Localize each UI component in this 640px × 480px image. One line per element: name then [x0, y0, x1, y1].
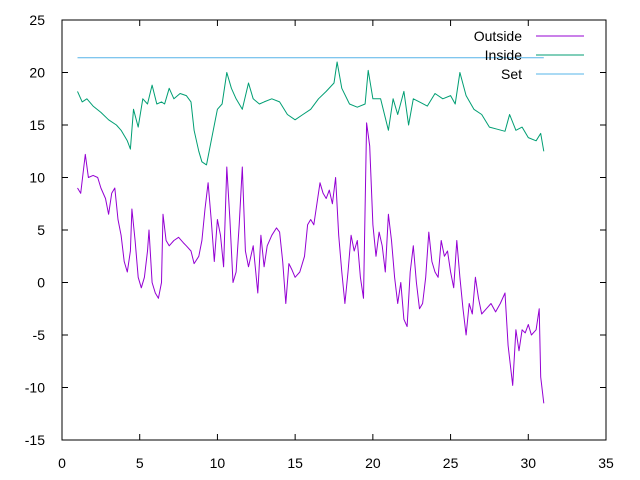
y-tick-label: -5 — [33, 327, 46, 343]
x-tick-label: 25 — [443, 455, 459, 471]
y-tick-label: 10 — [29, 170, 45, 186]
x-tick-label: 35 — [598, 455, 614, 471]
plot-frame — [61, 19, 607, 441]
y-tick-label: -15 — [25, 432, 45, 448]
series-layer — [77, 57, 545, 404]
x-tick-label: 0 — [58, 455, 66, 471]
series-line-outside — [77, 122, 545, 404]
x-tick-label: 10 — [210, 455, 226, 471]
x-tick-label: 15 — [287, 455, 303, 471]
y-axis-ticks: -15 -10 -5 0 5 10 15 20 25 — [25, 12, 606, 448]
x-tick-label: 5 — [136, 455, 144, 471]
y-tick-label: 5 — [37, 222, 45, 238]
y-tick-label: 15 — [29, 117, 45, 133]
y-tick-label: 25 — [29, 12, 45, 28]
y-tick-label: 0 — [37, 275, 45, 291]
legend-label-inside: Inside — [485, 47, 523, 63]
legend-label-outside: Outside — [474, 28, 522, 44]
x-axis-ticks: 0 5 10 15 20 25 30 35 — [58, 20, 614, 471]
series-line-inside — [77, 61, 545, 166]
x-tick-label: 30 — [520, 455, 536, 471]
legend: Outside Inside Set — [474, 28, 584, 82]
y-tick-label: -10 — [25, 380, 45, 396]
legend-label-set: Set — [501, 66, 522, 82]
y-tick-label: 20 — [29, 65, 45, 81]
x-tick-label: 20 — [365, 455, 381, 471]
